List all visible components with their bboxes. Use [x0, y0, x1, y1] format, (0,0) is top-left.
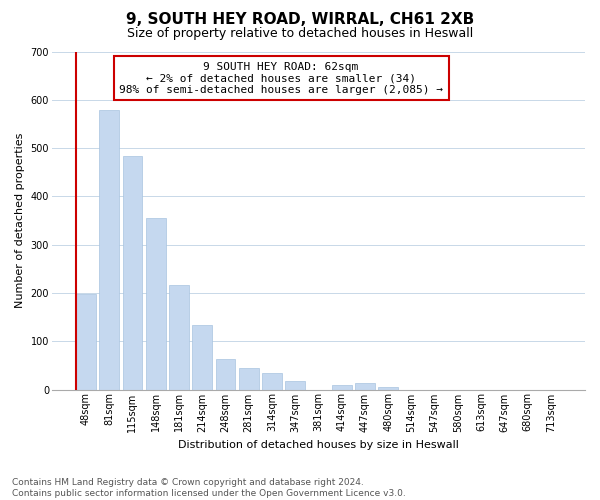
Bar: [76, 294, 96, 390]
Bar: [239, 368, 259, 390]
Bar: [262, 372, 282, 390]
Bar: [378, 387, 398, 390]
Y-axis label: Number of detached properties: Number of detached properties: [15, 133, 25, 308]
Text: 9, SOUTH HEY ROAD, WIRRAL, CH61 2XB: 9, SOUTH HEY ROAD, WIRRAL, CH61 2XB: [126, 12, 474, 28]
Bar: [285, 381, 305, 390]
Bar: [215, 359, 235, 390]
Bar: [122, 156, 142, 390]
Bar: [193, 326, 212, 390]
Bar: [332, 384, 352, 390]
Bar: [169, 285, 189, 390]
X-axis label: Distribution of detached houses by size in Heswall: Distribution of detached houses by size …: [178, 440, 459, 450]
Bar: [355, 383, 375, 390]
Text: Size of property relative to detached houses in Heswall: Size of property relative to detached ho…: [127, 28, 473, 40]
Bar: [146, 218, 166, 390]
Text: Contains HM Land Registry data © Crown copyright and database right 2024.
Contai: Contains HM Land Registry data © Crown c…: [12, 478, 406, 498]
Bar: [100, 110, 119, 390]
Text: 9 SOUTH HEY ROAD: 62sqm
← 2% of detached houses are smaller (34)
98% of semi-det: 9 SOUTH HEY ROAD: 62sqm ← 2% of detached…: [119, 62, 443, 95]
